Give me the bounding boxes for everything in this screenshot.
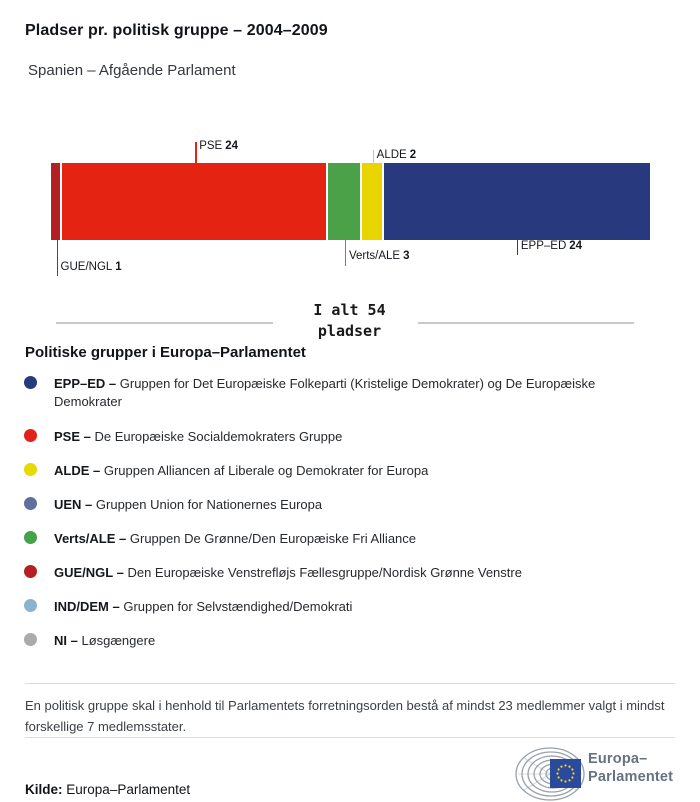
legend-item-text: ALDE – Gruppen Alliancen af Liberale og … — [54, 462, 634, 480]
source-value: Europa–Parlamentet — [66, 782, 191, 797]
bar-label-pse: PSE 24 — [199, 140, 238, 152]
total-seats-line1: I alt 54 — [313, 301, 386, 319]
source-line: Kilde: Europa–Parlamentet — [25, 782, 190, 797]
source-label: Kilde: — [25, 782, 63, 797]
legend-item-name: IND/DEM – — [54, 599, 124, 614]
legend-item-text: GUE/NGL – Den Europæiske Venstrefløjs Fæ… — [54, 564, 634, 582]
legend-dot-icon — [24, 599, 37, 612]
european-parliament-logo: Europa– Parlamentet — [514, 744, 684, 802]
bar-label-epp-ed: EPP–ED 24 — [521, 240, 582, 252]
footnote-rule-bottom — [25, 737, 675, 738]
bar-label-seat-count: 24 — [225, 140, 239, 152]
bar-segment-gue-ngl — [51, 163, 61, 240]
legend-dot-icon — [24, 633, 37, 646]
total-seats-line2: pladser — [317, 322, 382, 340]
bar-tick-pse — [195, 142, 197, 163]
legend-item-text: EPP–ED – Gruppen for Det Europæiske Folk… — [54, 375, 634, 410]
total-divider-left — [56, 322, 273, 324]
legend-item-name: ALDE – — [54, 463, 104, 478]
bar-label-seat-count: 24 — [569, 240, 583, 252]
legend-dot-icon — [24, 531, 37, 544]
hemicycle-icon — [515, 747, 585, 801]
legend-dot-icon — [24, 463, 37, 476]
bar-segment-epp-ed — [383, 163, 650, 240]
bar-segment-alde — [361, 163, 382, 240]
bar-tick-gue-ngl — [56, 240, 59, 276]
page-title: Pladser pr. politisk gruppe – 2004–2009 — [25, 22, 328, 39]
legend-item-name: Verts/ALE – — [54, 531, 130, 546]
bar-label-group-name: GUE/NGL — [60, 261, 113, 273]
legend-item-desc: Den Europæiske Venstrefløjs Fællesgruppe… — [127, 565, 522, 580]
footnote-rule-top — [25, 683, 675, 684]
legend-item-desc: De Europæiske Socialdemokraters Gruppe — [94, 429, 343, 444]
legend-dot-icon — [24, 429, 37, 442]
bar-tick-alde — [372, 150, 375, 163]
legend-dot-icon — [24, 376, 37, 389]
bar-label-verts-ale: Verts/ALE 3 — [349, 250, 410, 262]
bar-label-seat-count: 3 — [403, 250, 410, 262]
bar-label-alde: ALDE 2 — [377, 149, 416, 161]
footnote-line1: En politisk gruppe skal i henhold til Pa… — [25, 698, 665, 713]
legend-item-text: PSE – De Europæiske Socialdemokraters Gr… — [54, 428, 634, 446]
legend-item-desc: Løsgængere — [81, 633, 156, 648]
footnote: En politisk gruppe skal i henhold til Pa… — [25, 695, 670, 737]
bar-label-seat-count: 2 — [409, 149, 417, 161]
legend-item-name: UEN – — [54, 497, 96, 512]
bar-segment-verts-ale — [328, 163, 360, 240]
bar-label-gue-ngl: GUE/NGL 1 — [61, 261, 122, 273]
total-seats-label: I alt 54 pladser — [277, 300, 422, 342]
logo-text: Europa– Parlamentet — [588, 750, 673, 786]
legend-item-text: Verts/ALE – Gruppen De Grønne/Den Europæ… — [54, 530, 634, 548]
legend-item-desc: Gruppen Alliancen af Liberale og Demokra… — [103, 463, 429, 478]
legend-item-name: GUE/NGL – — [54, 565, 128, 580]
legend-item-name: PSE – — [54, 429, 95, 444]
total-divider-right — [418, 322, 634, 324]
legend-item-text: IND/DEM – Gruppen for Selvstændighed/Dem… — [54, 598, 634, 616]
bar-label-group-name: Verts/ALE — [348, 250, 401, 262]
legend-item-name: EPP–ED – — [54, 376, 120, 391]
legend-item-desc: Gruppen Union for Nationernes Europa — [95, 497, 323, 512]
legend-item-desc: Gruppen for Selvstændighed/Demokrati — [123, 599, 353, 614]
bar-label-group-name: PSE — [199, 140, 223, 152]
bar-label-seat-count: 1 — [115, 261, 122, 273]
legend-item-name: NI – — [54, 633, 82, 648]
legend-dot-icon — [24, 497, 37, 510]
logo-text-line2: Parlamentet — [588, 769, 674, 785]
bar-segment-pse — [62, 163, 327, 240]
legend-item-desc: Gruppen for Det Europæiske Folkeparti (K… — [54, 376, 596, 409]
bar-tick-epp-ed — [516, 240, 519, 255]
footnote-line2: forskellige 7 medlemsstater. — [25, 719, 187, 734]
bar-label-group-name: ALDE — [376, 149, 407, 161]
legend-item-text: NI – Løsgængere — [54, 632, 634, 650]
logo-text-line1: Europa– — [588, 751, 648, 767]
legend-heading: Politiske grupper i Europa–Parlamentet — [25, 344, 306, 361]
eu-flag-icon — [550, 759, 581, 788]
legend-dot-icon — [24, 565, 37, 578]
bar-label-group-name: EPP–ED — [520, 240, 567, 252]
legend-item-text: UEN – Gruppen Union for Nationernes Euro… — [54, 496, 634, 514]
page-subtitle: Spanien – Afgående Parlament — [28, 62, 236, 79]
bar-tick-verts-ale — [344, 240, 347, 266]
legend-item-desc: Gruppen De Grønne/Den Europæiske Fri All… — [129, 531, 417, 546]
